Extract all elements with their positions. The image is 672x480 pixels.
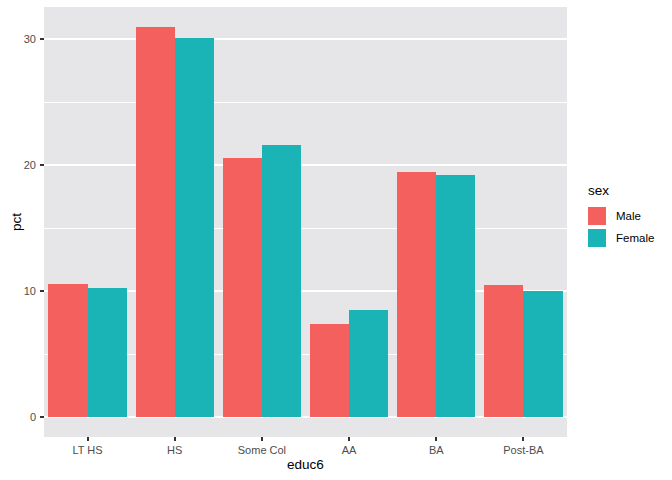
- y-tick-label-30: 30: [24, 33, 36, 45]
- bar-male-ba: [397, 172, 436, 418]
- bar-female-lt-hs: [88, 288, 127, 418]
- x-tick-label-some-col: Some Col: [238, 444, 286, 456]
- x-tick-mark-aa: [348, 437, 350, 441]
- gridline-minor-15: [44, 228, 567, 229]
- bar-male-hs: [136, 27, 175, 418]
- y-tick-mark-10: [40, 290, 44, 292]
- legend: sex Male Female: [588, 183, 654, 251]
- y-tick-mark-0: [40, 416, 44, 418]
- legend-label-female: Female: [616, 232, 654, 244]
- x-tick-label-hs: HS: [167, 444, 182, 456]
- legend-label-male: Male: [616, 210, 641, 222]
- legend-title: sex: [588, 183, 654, 198]
- legend-swatch-female: [588, 229, 606, 247]
- y-tick-label-0: 0: [30, 411, 36, 423]
- x-tick-label-post-ba: Post-BA: [503, 444, 543, 456]
- bar-female-post-ba: [523, 291, 562, 417]
- bar-female-some-col: [262, 145, 301, 417]
- bar-male-post-ba: [484, 285, 523, 417]
- x-tick-mark-some-col: [261, 437, 263, 441]
- legend-swatch-male: [588, 207, 606, 225]
- y-tick-label-10: 10: [24, 285, 36, 297]
- legend-item-male: Male: [588, 207, 654, 225]
- x-tick-mark-ba: [435, 437, 437, 441]
- x-tick-mark-hs: [174, 437, 176, 441]
- bar-female-aa: [349, 310, 388, 417]
- bar-female-ba: [436, 175, 475, 417]
- x-axis-title: educ6: [44, 457, 567, 472]
- bar-male-some-col: [223, 158, 262, 418]
- legend-items: Male Female: [588, 207, 654, 247]
- x-tick-mark-post-ba: [522, 437, 524, 441]
- bar-chart-figure: pct 0102030 LT HSHSSome ColAABAPost-BA e…: [0, 0, 672, 480]
- x-tick-label-lt-hs: LT HS: [72, 444, 102, 456]
- plot-panel: [44, 7, 567, 437]
- gridline-minor-25: [44, 102, 567, 103]
- x-tick-label-aa: AA: [342, 444, 357, 456]
- x-tick-mark-lt-hs: [87, 437, 89, 441]
- legend-item-female: Female: [588, 229, 654, 247]
- x-tick-label-ba: BA: [429, 444, 444, 456]
- y-tick-label-20: 20: [24, 159, 36, 171]
- bar-male-aa: [310, 324, 349, 417]
- gridline-major-20: [44, 164, 567, 166]
- y-tick-mark-20: [40, 164, 44, 166]
- gridline-major-30: [44, 38, 567, 40]
- bar-female-hs: [175, 38, 214, 418]
- y-axis: 0 10 20 30: [0, 0, 44, 480]
- y-tick-mark-30: [40, 38, 44, 40]
- bar-male-lt-hs: [48, 284, 87, 418]
